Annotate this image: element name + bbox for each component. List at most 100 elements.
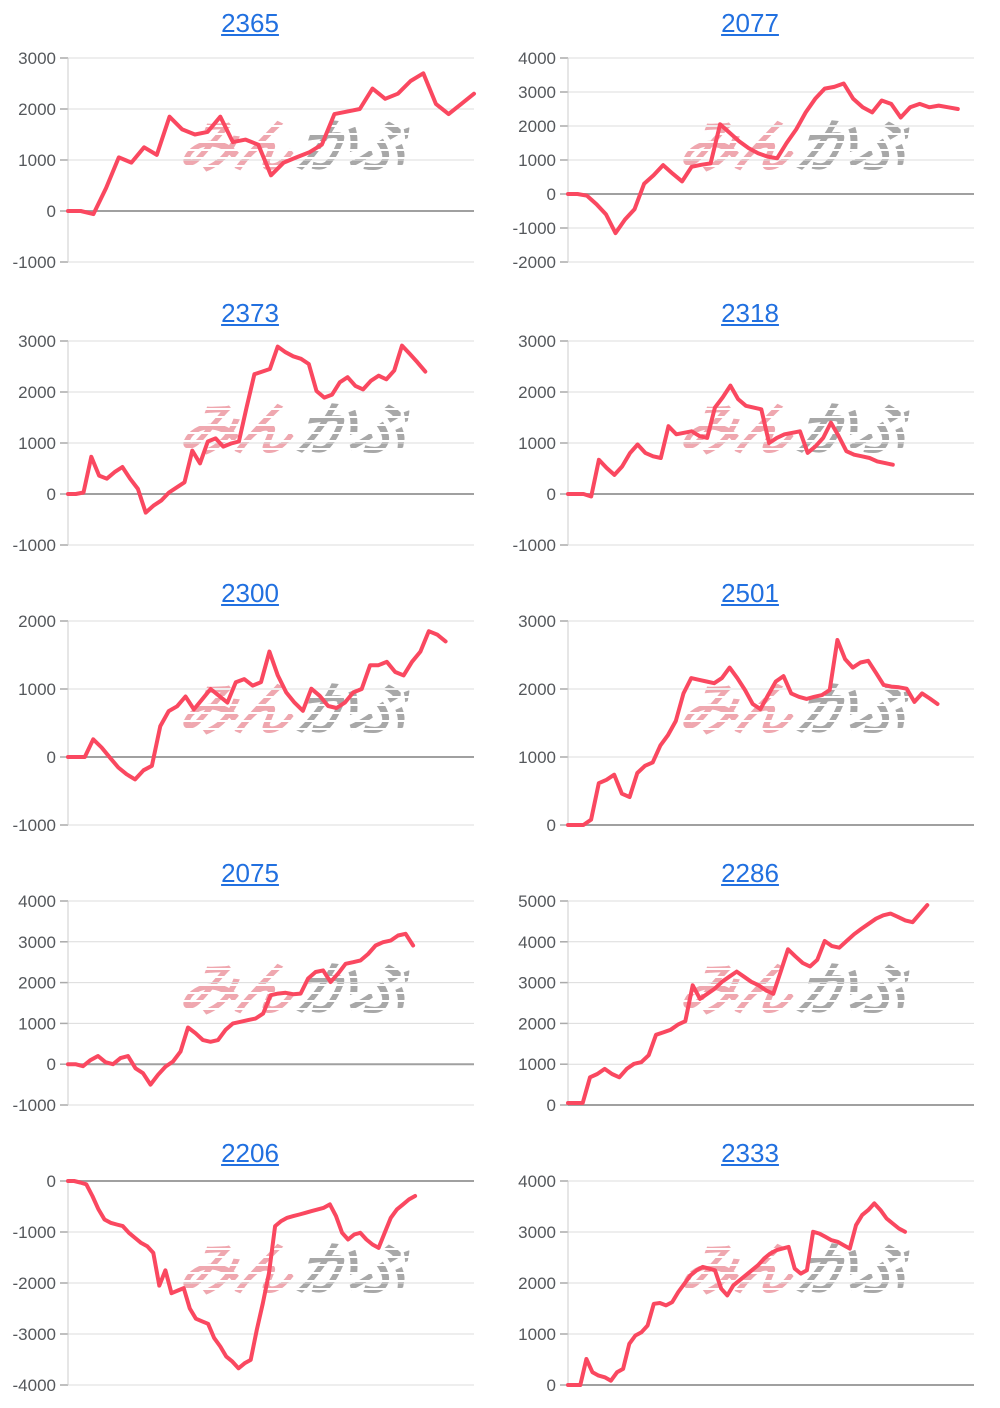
profit-line-series	[566, 81, 960, 236]
stock-code-link[interactable]: 2373	[221, 298, 279, 328]
y-tick-label: 2000	[518, 680, 556, 699]
profit-line-series	[66, 931, 416, 1087]
y-tick-label: 2000	[18, 383, 56, 402]
y-tick-label: 1000	[518, 434, 556, 453]
y-tick-label: 1000	[18, 680, 56, 699]
stock-code-link[interactable]: 2075	[221, 858, 279, 888]
y-tick-label: 1000	[518, 1325, 556, 1344]
chart-panel-2501: 2501 みんかぶ 3000 2000 1000 0	[500, 570, 1000, 850]
stock-code-link[interactable]: 2333	[721, 1138, 779, 1168]
chart-title: 2318	[500, 298, 1000, 329]
y-tick-label: 1000	[18, 151, 56, 170]
chart-panel-2206: 2206 みんかぶ 0 -1000 -2000 -3000 -4000	[0, 1130, 500, 1408]
y-tick-label: 0	[47, 485, 56, 504]
y-tick-label: -1000	[13, 1223, 56, 1242]
chart-title: 2206	[0, 1138, 500, 1169]
stock-code-link[interactable]: 2501	[721, 578, 779, 608]
line-chart-2365: 3000 2000 1000 0 -1000	[13, 49, 476, 272]
chart-title: 2077	[500, 8, 1000, 39]
profit-line-series	[566, 1201, 907, 1387]
y-tick-label: 4000	[518, 933, 556, 952]
y-tick-label: -1000	[513, 219, 556, 238]
chart-panel-2075: 2075 みんかぶ 4000 3000 2000 1000 0 -1000	[0, 850, 500, 1130]
stock-code-link[interactable]: 2318	[721, 298, 779, 328]
y-tick-label: -1000	[13, 1096, 56, 1115]
line-chart-2206: 0 -1000 -2000 -3000 -4000	[13, 1172, 474, 1395]
line-chart-2373: 3000 2000 1000 0 -1000	[13, 332, 474, 555]
y-tick-label: 4000	[18, 892, 56, 911]
y-tick-label: -3000	[13, 1325, 56, 1344]
profit-line-series	[566, 638, 940, 827]
y-tick-label: 2000	[18, 100, 56, 119]
chart-title: 2501	[500, 578, 1000, 609]
y-tick-label: -1000	[13, 536, 56, 555]
y-tick-label: 0	[547, 1096, 556, 1115]
profit-line-series	[566, 383, 895, 499]
y-tick-label: -2000	[513, 253, 556, 272]
profit-line-series	[566, 903, 930, 1105]
stock-code-link[interactable]: 2300	[221, 578, 279, 608]
chart-title: 2365	[0, 8, 500, 39]
y-tick-label: 5000	[518, 892, 556, 911]
chart-panel-2300: 2300 みんかぶ 2000 1000 0 -1000	[0, 570, 500, 850]
stock-code-link[interactable]: 2077	[721, 8, 779, 38]
profit-line-series	[66, 71, 476, 217]
y-tick-label: 3000	[518, 612, 556, 631]
chart-panel-2318: 2318 みんかぶ 3000 2000 1000 0 -1000	[500, 290, 1000, 570]
y-tick-label: 1000	[18, 434, 56, 453]
y-tick-label: 3000	[18, 332, 56, 351]
line-chart-2300: 2000 1000 0 -1000	[13, 612, 474, 835]
stock-code-link[interactable]: 2286	[721, 858, 779, 888]
y-tick-label: 0	[47, 748, 56, 767]
chart-panel-2077: 2077 みんかぶ 4000 3000 2000 1000 0 -1000 -2000	[500, 0, 1000, 290]
y-tick-label: 1000	[18, 1014, 56, 1033]
y-tick-label: 2000	[518, 117, 556, 136]
y-tick-label: 4000	[518, 1172, 556, 1191]
y-tick-label: 0	[547, 1376, 556, 1395]
y-tick-label: 1000	[518, 1055, 556, 1074]
stock-code-link[interactable]: 2206	[221, 1138, 279, 1168]
y-tick-label: -1000	[513, 536, 556, 555]
profit-line-series	[66, 629, 448, 782]
y-tick-label: 3000	[518, 1223, 556, 1242]
chart-title: 2075	[0, 858, 500, 889]
y-tick-label: 3000	[518, 83, 556, 102]
y-tick-label: 2000	[518, 1274, 556, 1293]
line-chart-2286: 5000 4000 3000 2000 1000 0	[518, 892, 974, 1115]
line-chart-2075: 4000 3000 2000 1000 0 -1000	[13, 892, 474, 1115]
profit-line-series	[66, 1179, 418, 1371]
stock-code-link[interactable]: 2365	[221, 8, 279, 38]
profit-line-series	[66, 343, 428, 515]
chart-title: 2373	[0, 298, 500, 329]
y-tick-label: 3000	[18, 933, 56, 952]
y-tick-label: 0	[547, 485, 556, 504]
y-tick-label: 0	[47, 1172, 56, 1191]
y-tick-label: 2000	[18, 974, 56, 993]
chart-panel-2333: 2333 みんかぶ 4000 3000 2000 1000 0	[500, 1130, 1000, 1408]
line-chart-2333: 4000 3000 2000 1000 0	[518, 1172, 974, 1395]
y-tick-label: -2000	[13, 1274, 56, 1293]
chart-panel-2286: 2286 みんかぶ 5000 4000 3000 2000 1000 0	[500, 850, 1000, 1130]
y-tick-label: 0	[547, 816, 556, 835]
line-chart-2077: 4000 3000 2000 1000 0 -1000 -2000	[513, 49, 974, 272]
chart-title: 2300	[0, 578, 500, 609]
y-tick-label: 3000	[518, 974, 556, 993]
y-tick-label: -1000	[13, 816, 56, 835]
y-tick-label: 3000	[518, 332, 556, 351]
y-tick-label: -4000	[13, 1376, 56, 1395]
y-tick-label: 4000	[518, 49, 556, 68]
y-tick-label: 2000	[18, 612, 56, 631]
y-tick-label: 0	[547, 185, 556, 204]
chart-panel-2365: 2365 みんかぶ 3000 2000 1000 0 -1000	[0, 0, 500, 290]
y-tick-label: 3000	[18, 49, 56, 68]
y-tick-label: 1000	[518, 151, 556, 170]
y-tick-label: 1000	[518, 748, 556, 767]
chart-panel-2373: 2373 みんかぶ 3000 2000 1000 0 -1000	[0, 290, 500, 570]
line-chart-2501: 3000 2000 1000 0	[518, 612, 974, 835]
y-tick-label: -1000	[13, 253, 56, 272]
y-tick-label: 2000	[518, 1014, 556, 1033]
chart-title: 2286	[500, 858, 1000, 889]
chart-title: 2333	[500, 1138, 1000, 1169]
y-tick-label: 2000	[518, 383, 556, 402]
